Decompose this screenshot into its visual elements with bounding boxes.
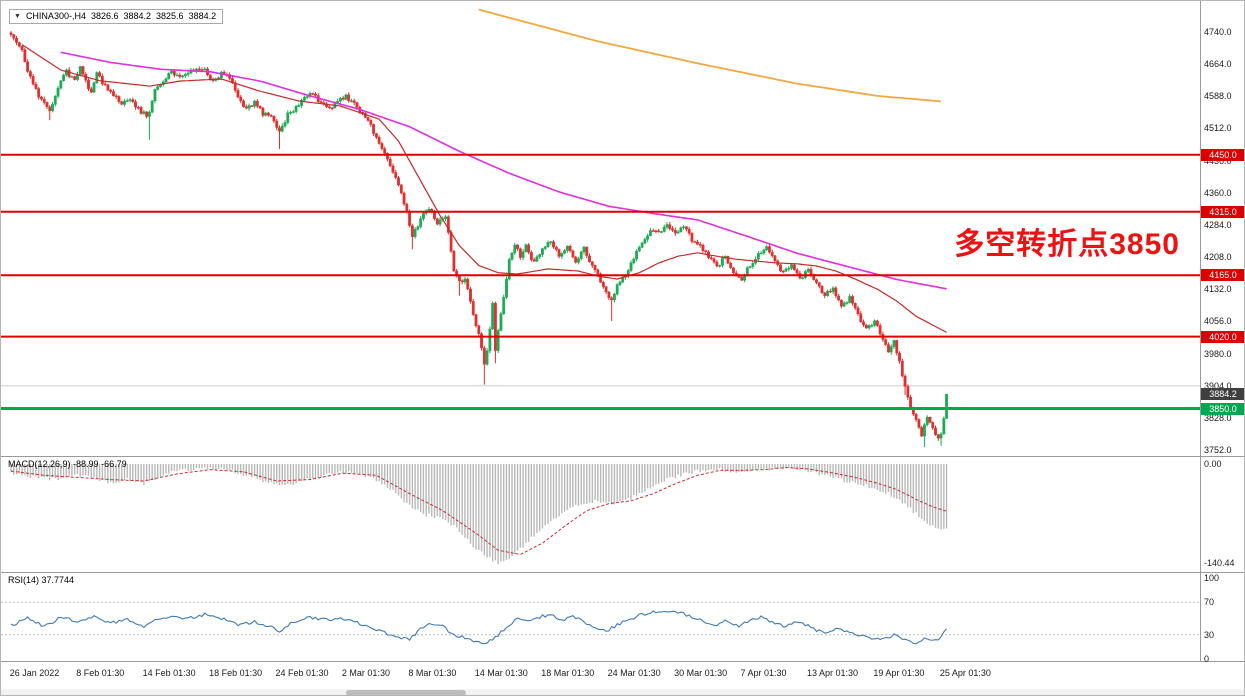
macd-name: MACD(12,26,9) [8,459,71,469]
time-axis-label: 19 Apr 01:30 [873,668,925,678]
current-price-badge: 3884.2 [1201,388,1244,401]
price-axis-label: 4740.0 [1204,27,1232,37]
time-axis-label: 14 Mar 01:30 [474,668,528,678]
price-axis-label: 4132.0 [1204,284,1232,295]
rsi-axis-label: 70 [1204,597,1215,608]
time-axis-label: 24 Feb 01:30 [275,668,329,678]
time-axis-label: 25 Apr 01:30 [939,668,991,678]
time-axis-label: 14 Feb 01:30 [142,668,196,678]
price-axis-border [1200,1,1201,661]
price-axis-label: 4588.0 [1204,91,1232,102]
horizontal-scrollbar-track [1,689,1244,695]
collapse-arrow-icon[interactable]: ▼ [14,12,21,20]
price-axis-label: 4664.0 [1204,59,1232,70]
price-axis-label: 3752.0 [1204,445,1232,455]
bar-high-value: 3884.2 [123,11,152,21]
price-axis-label: 4208.0 [1204,252,1232,263]
rsi-axis-label: 100 [1204,573,1220,583]
rsi-indicator-label: RSI(14) 37.7744 [8,575,74,585]
symbol-info-box[interactable]: ▼ CHINA300-,H4 3826.6 3884.2 3825.6 3884… [9,9,224,24]
rsi-name: RSI(14) [8,575,40,585]
time-axis-label: 18 Mar 01:30 [541,668,595,678]
time-axis-label: 7 Apr 01:30 [740,668,787,678]
panel-separator-rsi[interactable] [1,572,1244,573]
price-axis-label: 3980.0 [1204,348,1232,359]
price-axis-label: 3904.0 [1204,380,1232,391]
macd-values: -88.99 -66.79 [73,459,127,469]
time-axis-label: 8 Feb 01:30 [76,668,125,678]
price-line-badge: 4315.0 [1201,205,1244,218]
bar-close-value: 3884.2 [188,11,217,21]
time-axis-label: 18 Feb 01:30 [209,668,263,678]
horizontal-scrollbar-thumb[interactable] [346,690,466,695]
macd-axis-label: 0.00 [1204,459,1222,469]
bar-open-value: 3826.6 [90,11,119,21]
time-axis-label: 26 Jan 2022 [9,668,60,678]
rsi-axis-label: 0 [1204,654,1210,664]
rsi-axis-label: 30 [1204,629,1215,640]
time-axis-label: 8 Mar 01:30 [408,668,457,678]
bar-low-value: 3825.6 [156,11,184,21]
price-line-badge: 4165.0 [1201,269,1244,282]
time-axis-label: 2 Mar 01:30 [341,668,390,678]
price-axis-label: 4360.0 [1204,187,1232,198]
macd-indicator-label: MACD(12,26,9) -88.99 -66.79 [8,459,127,469]
price-axis-label: 4512.0 [1204,123,1232,134]
time-axis-label: 30 Mar 01:30 [674,668,728,678]
macd-axis-label: -140.44 [1204,558,1235,569]
price-axis-label: 4056.0 [1204,316,1232,327]
time-axis-label: 24 Mar 01:30 [607,668,661,678]
price-line-badge: 4450.0 [1201,148,1244,161]
panel-separator-macd[interactable] [1,456,1244,457]
price-axis-label: 3828.0 [1204,412,1232,423]
time-axis-label: 13 Apr 01:30 [806,668,858,678]
price-line-badge: 3850.0 [1201,402,1244,415]
time-axis-separator [1,661,1244,662]
price-axis-label: 4284.0 [1204,219,1232,230]
chart-text-annotation[interactable]: 多空转折点3850 [954,228,1180,261]
symbol-timeframe-label: CHINA300-,H4 [25,11,86,21]
rsi-value: 37.7744 [41,575,75,585]
price-line-badge: 4020.0 [1201,330,1244,343]
